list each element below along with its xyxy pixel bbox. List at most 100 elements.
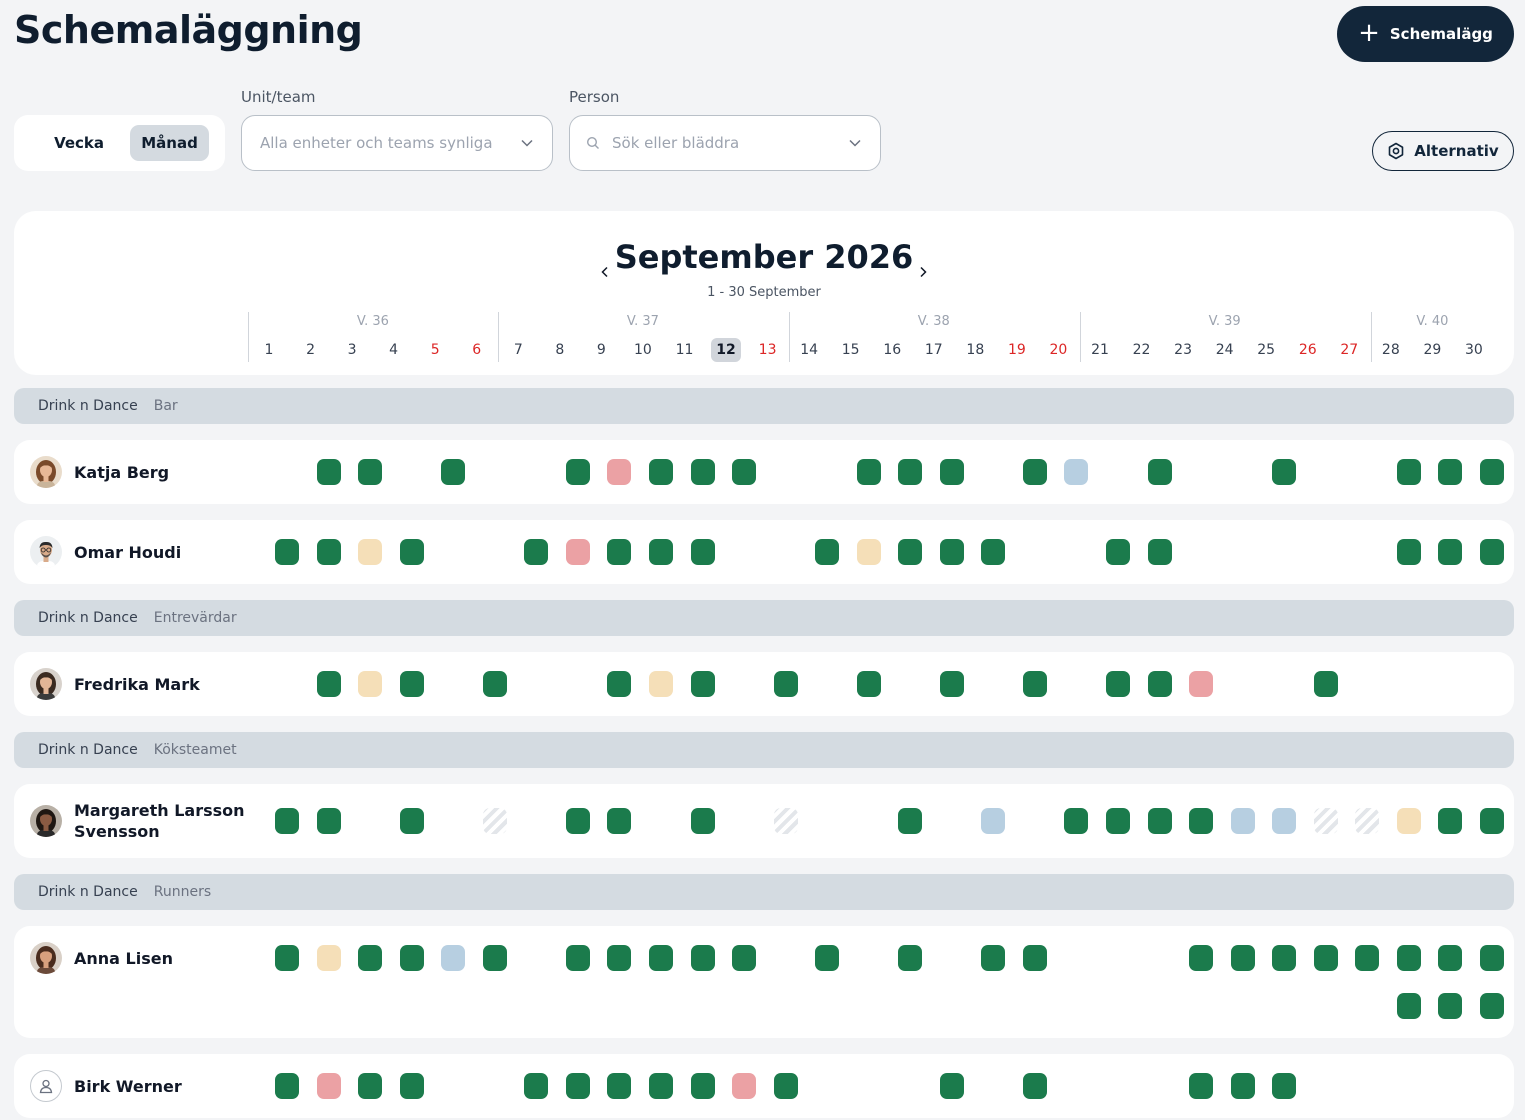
shift-block[interactable] — [1396, 945, 1421, 971]
day-number[interactable]: 26 — [1298, 342, 1317, 358]
shift-block[interactable] — [1479, 993, 1504, 1019]
day-number[interactable]: 1 — [264, 342, 274, 358]
day-number[interactable]: 22 — [1132, 342, 1151, 358]
day-number[interactable]: 21 — [1091, 342, 1109, 358]
shift-block[interactable] — [648, 945, 673, 971]
shift-block[interactable] — [1396, 459, 1421, 485]
shift-block[interactable] — [1022, 459, 1047, 485]
shift-block[interactable] — [565, 945, 590, 971]
shift-block[interactable] — [316, 1073, 341, 1099]
schedule-button[interactable]: + Schemalägg — [1337, 6, 1514, 62]
day-number[interactable]: 15 — [841, 342, 860, 358]
shift-block[interactable] — [981, 539, 1006, 565]
day-number[interactable]: 19 — [1007, 342, 1026, 358]
shift-block[interactable] — [1147, 459, 1172, 485]
shift-block[interactable] — [358, 945, 383, 971]
shift-block[interactable] — [441, 459, 466, 485]
shift-block[interactable] — [1230, 1073, 1255, 1099]
shift-block[interactable] — [607, 671, 632, 697]
person-search-select[interactable]: Sök eller bläddra — [569, 115, 881, 171]
shift-block[interactable] — [1438, 539, 1463, 565]
shift-block[interactable] — [399, 945, 424, 971]
shift-block[interactable] — [690, 671, 715, 697]
shift-block[interactable] — [815, 539, 840, 565]
person-name[interactable]: Birk Werner — [74, 1076, 182, 1096]
shift-block[interactable] — [939, 459, 964, 485]
shift-block[interactable] — [358, 539, 383, 565]
day-number-today[interactable]: 12 — [711, 338, 742, 362]
shift-block[interactable] — [607, 459, 632, 485]
shift-block[interactable] — [1479, 459, 1504, 485]
shift-block[interactable] — [399, 671, 424, 697]
person-name[interactable]: Margareth Larsson Svensson — [74, 800, 245, 842]
shift-block[interactable] — [399, 808, 424, 834]
chevron-right-icon[interactable] — [915, 264, 931, 280]
shift-block[interactable] — [1438, 993, 1463, 1019]
shift-block[interactable] — [648, 671, 673, 697]
shift-block[interactable] — [939, 671, 964, 697]
shift-block[interactable] — [607, 539, 632, 565]
day-number[interactable]: 6 — [472, 342, 482, 358]
day-number[interactable]: 30 — [1465, 342, 1483, 358]
shift-block[interactable] — [482, 945, 507, 971]
shift-block[interactable] — [648, 539, 673, 565]
shift-block[interactable] — [1272, 1073, 1297, 1099]
shift-block[interactable] — [565, 808, 590, 834]
shift-block[interactable] — [1396, 539, 1421, 565]
shift-block[interactable] — [732, 1073, 757, 1099]
shift-block[interactable] — [939, 539, 964, 565]
day-number[interactable]: 28 — [1381, 342, 1400, 358]
day-number[interactable]: 4 — [389, 342, 399, 358]
shift-block[interactable] — [856, 539, 881, 565]
shift-block[interactable] — [1189, 808, 1214, 834]
shift-block[interactable] — [898, 539, 923, 565]
day-number[interactable]: 29 — [1423, 342, 1442, 358]
shift-block[interactable] — [1355, 808, 1380, 834]
day-number[interactable]: 3 — [347, 342, 357, 358]
shift-block[interactable] — [524, 1073, 549, 1099]
shift-block[interactable] — [1022, 945, 1047, 971]
shift-block[interactable] — [275, 808, 299, 834]
day-number[interactable]: 23 — [1174, 342, 1192, 358]
shift-block[interactable] — [1438, 945, 1463, 971]
day-number[interactable]: 20 — [1049, 342, 1068, 358]
day-number[interactable]: 24 — [1215, 342, 1234, 358]
shift-block[interactable] — [1396, 808, 1421, 834]
day-number[interactable]: 16 — [883, 342, 902, 358]
shift-block[interactable] — [1022, 1073, 1047, 1099]
shift-block[interactable] — [898, 945, 923, 971]
shift-block[interactable] — [1106, 808, 1130, 834]
shift-block[interactable] — [565, 539, 590, 565]
shift-block[interactable] — [275, 1073, 299, 1099]
shift-block[interactable] — [690, 459, 715, 485]
person-name[interactable]: Omar Houdi — [74, 542, 182, 562]
day-number[interactable]: 10 — [634, 342, 652, 358]
options-button[interactable]: Alternativ — [1372, 131, 1514, 171]
day-number[interactable]: 17 — [924, 342, 943, 358]
shift-block[interactable] — [1272, 945, 1297, 971]
shift-block[interactable] — [1479, 539, 1504, 565]
shift-block[interactable] — [1064, 808, 1089, 834]
shift-block[interactable] — [482, 671, 507, 697]
chevron-left-icon[interactable] — [597, 264, 613, 280]
shift-block[interactable] — [856, 459, 881, 485]
shift-block[interactable] — [1272, 459, 1297, 485]
shift-block[interactable] — [1230, 808, 1255, 834]
shift-block[interactable] — [399, 1073, 424, 1099]
shift-block[interactable] — [856, 671, 881, 697]
day-number[interactable]: 14 — [800, 342, 819, 358]
shift-block[interactable] — [1396, 993, 1421, 1019]
shift-block[interactable] — [565, 459, 590, 485]
shift-block[interactable] — [524, 539, 549, 565]
shift-block[interactable] — [1313, 808, 1338, 834]
shift-block[interactable] — [939, 1073, 964, 1099]
day-number[interactable]: 2 — [306, 342, 315, 358]
shift-block[interactable] — [1147, 808, 1172, 834]
shift-block[interactable] — [358, 671, 383, 697]
shift-block[interactable] — [1438, 459, 1463, 485]
shift-block[interactable] — [441, 945, 466, 971]
day-number[interactable]: 8 — [555, 342, 565, 358]
shift-block[interactable] — [898, 808, 923, 834]
toggle-week[interactable]: Vecka — [54, 134, 105, 152]
shift-block[interactable] — [1355, 945, 1380, 971]
